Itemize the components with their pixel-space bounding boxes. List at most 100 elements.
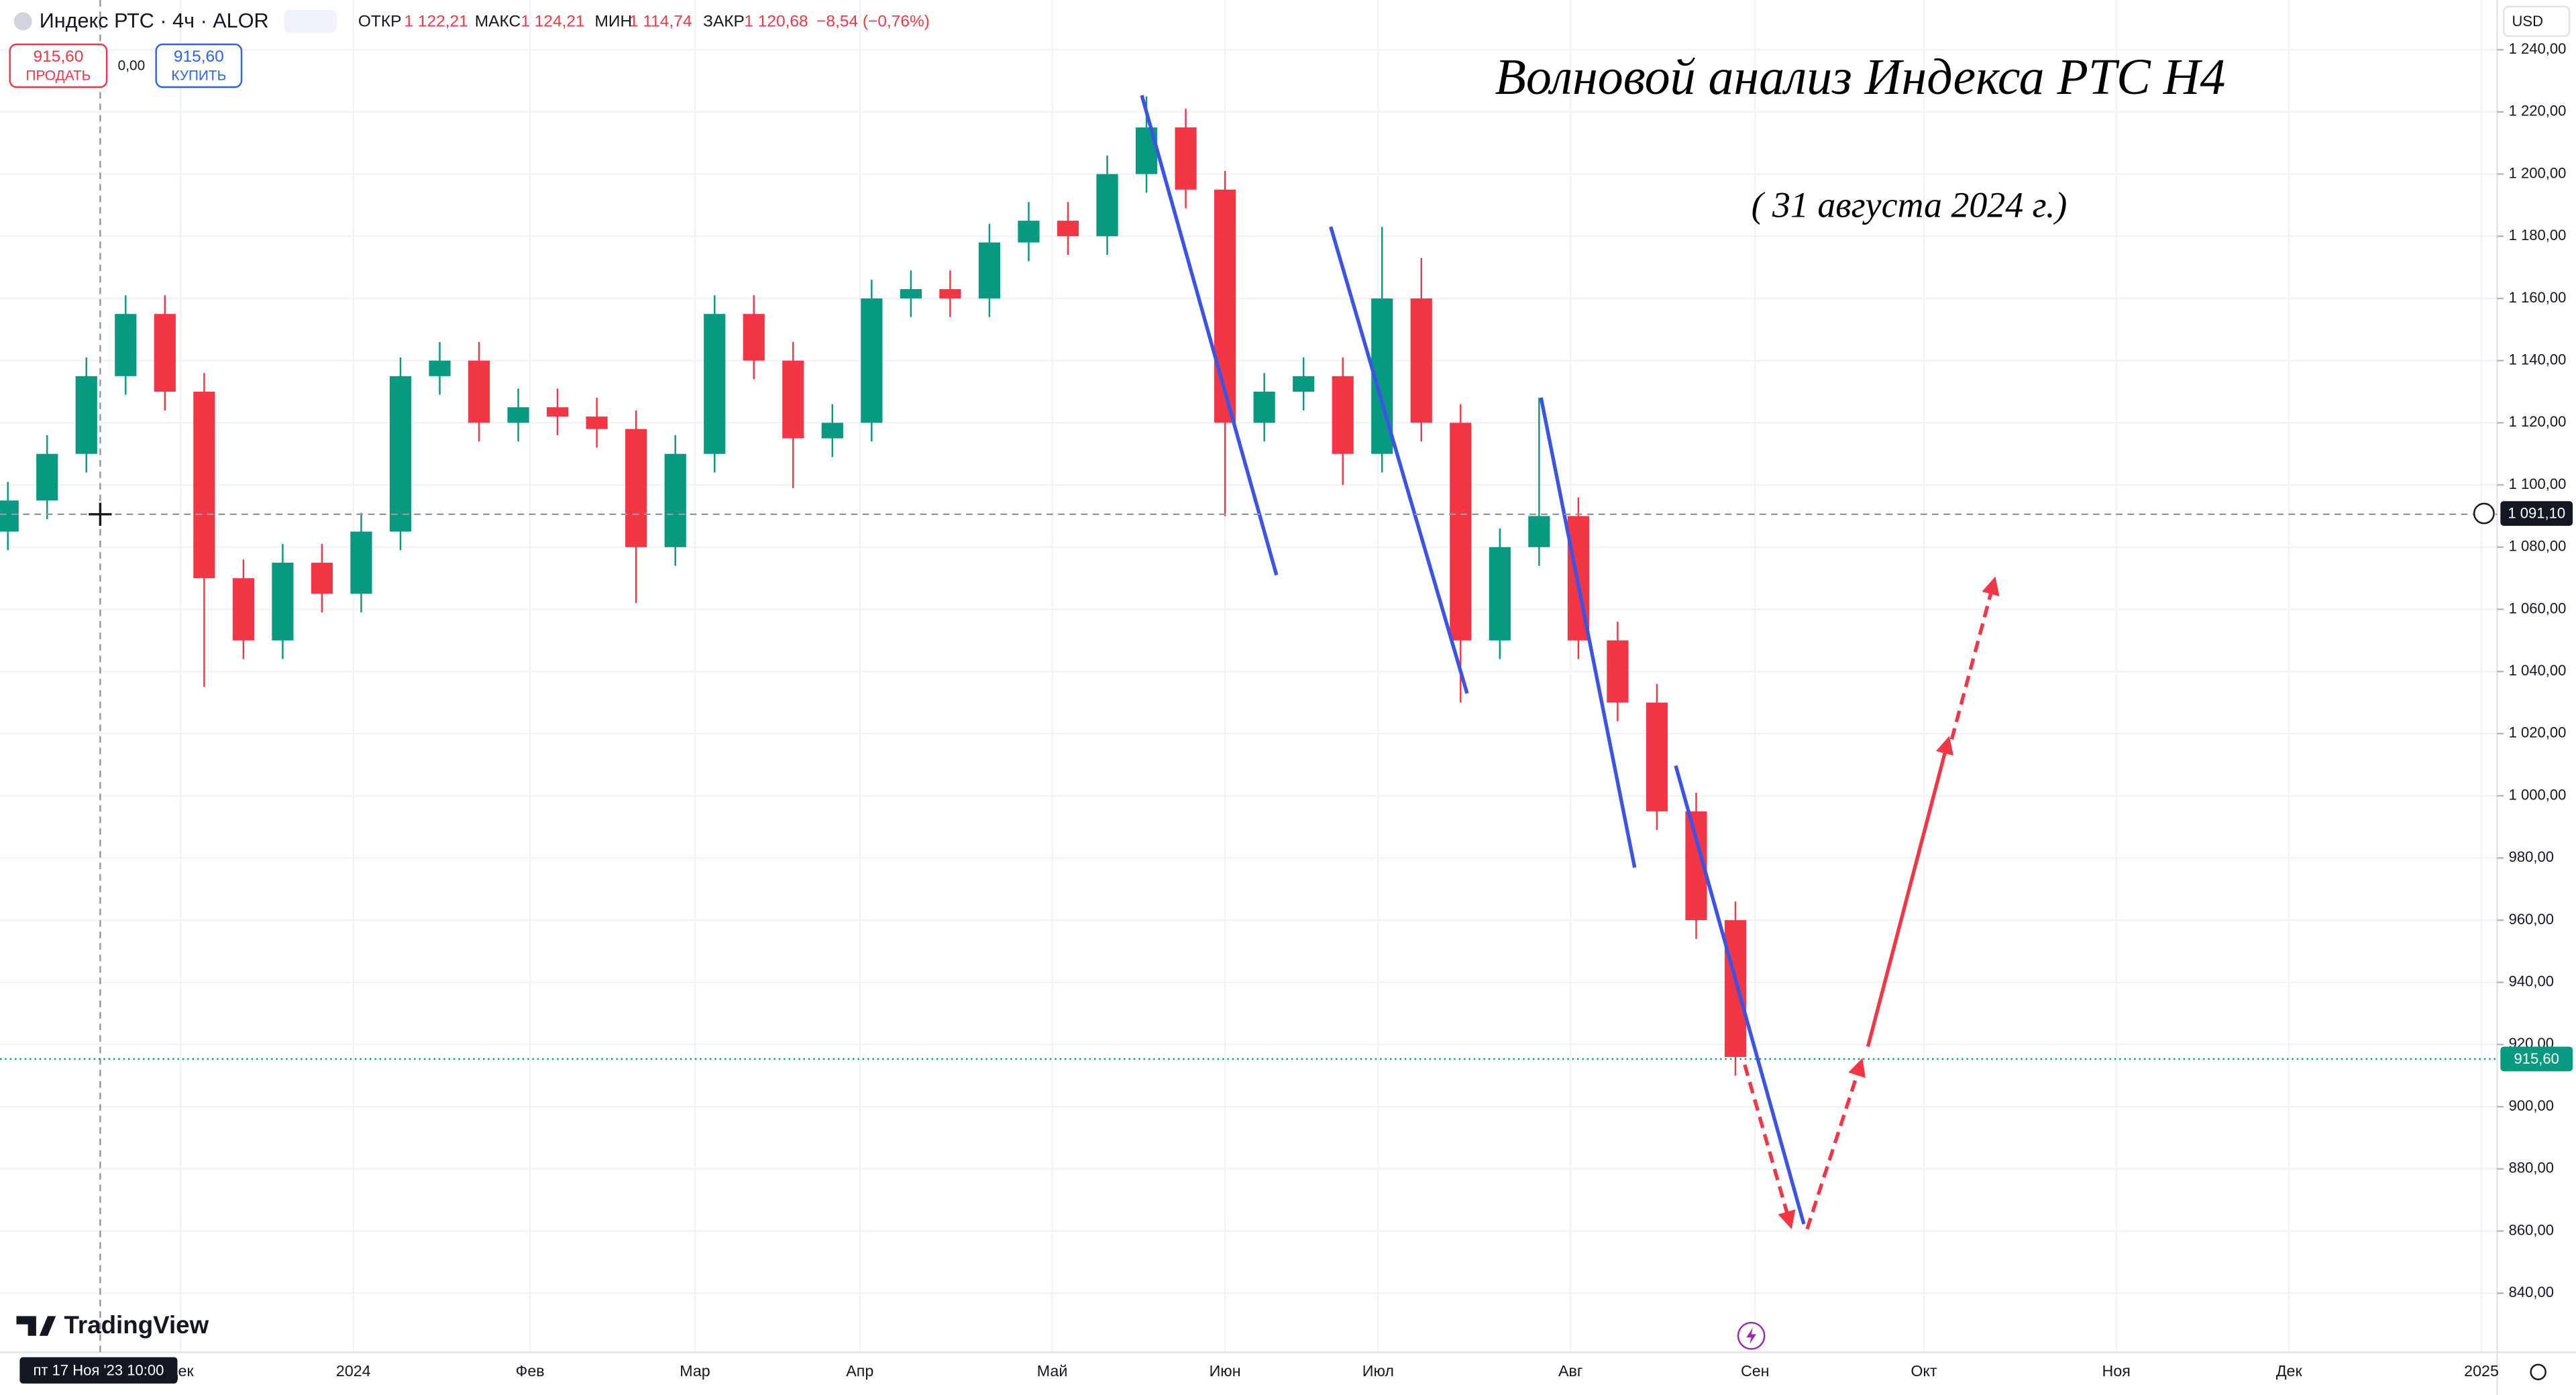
candle-body (821, 423, 843, 439)
candle-body (704, 314, 726, 454)
candle-body (1214, 189, 1236, 423)
crosshair-price: 1 091,10 (2508, 505, 2565, 522)
candle-body (1410, 298, 1432, 423)
crosshair-date-box (19, 1357, 178, 1384)
wave-line (1674, 765, 1806, 1225)
y-tick-label: 880,00 (2509, 1160, 2554, 1176)
currency: USD (2512, 13, 2543, 30)
candle-body (586, 416, 608, 429)
y-tick-label: 1 220,00 (2509, 103, 2567, 119)
wave-drawings (1140, 95, 2000, 1230)
forecast-arrow (1805, 1058, 1866, 1230)
buy-button[interactable] (155, 43, 243, 89)
candle-body (1096, 174, 1118, 237)
candle-body (1607, 640, 1629, 703)
candle-body (272, 562, 294, 640)
crosshair-date: пт 17 Ноя '23 10:00 (33, 1361, 164, 1378)
settings-icon[interactable] (2530, 1363, 2546, 1380)
sell-label: ПРОДАТЬ (26, 68, 91, 83)
candle-body (1253, 392, 1275, 423)
crosshair-price-box (2500, 501, 2573, 526)
candle-body (507, 407, 529, 423)
candle-body (1724, 920, 1747, 1057)
crosshair-plus[interactable] (2473, 502, 2495, 524)
last-price-box (2500, 1046, 2573, 1072)
spread: 0,00 (118, 58, 146, 74)
wave-line (1329, 226, 1469, 694)
candle-body (232, 578, 254, 640)
y-tick-label: 1 180,00 (2509, 227, 2567, 243)
buy-label: КУПИТЬ (171, 68, 226, 83)
x-tick-label: 2024 (336, 1362, 371, 1380)
wave-line (1140, 95, 1279, 576)
candle-body (625, 429, 647, 547)
y-tick-label: 1 080,00 (2509, 538, 2567, 555)
candle-body (389, 376, 412, 532)
y-tick-label: 1 200,00 (2509, 164, 2567, 181)
x-tick-label: Мар (680, 1362, 710, 1380)
candle-body (115, 314, 137, 376)
forecast-arrow (1743, 1064, 1796, 1229)
candle-body (36, 453, 58, 501)
buy-price: 915,60 (174, 48, 224, 66)
x-tick-label: Дек (2276, 1362, 2303, 1380)
close-label: ЗАКР (703, 13, 745, 31)
candle-body (743, 314, 765, 361)
candle-body (0, 500, 19, 532)
candle-body (1057, 221, 1079, 237)
candle-body (1332, 376, 1354, 454)
x-tick-label: Июн (1210, 1362, 1241, 1380)
x-tick-label: Июл (1362, 1362, 1394, 1380)
y-tick-label: 1 000,00 (2509, 786, 2567, 803)
high-value: 1 124,21 (521, 13, 584, 31)
candle-body (1646, 702, 1668, 812)
sell-button[interactable] (9, 43, 108, 89)
candle-body (978, 242, 1001, 298)
candle-body (900, 289, 922, 298)
open-label: ОТКР (358, 13, 402, 31)
currency-select[interactable] (2503, 5, 2571, 38)
chart-title: Волновой анализ Индекса РТС Н4 (1495, 49, 2226, 105)
y-tick-label: 860,00 (2509, 1221, 2554, 1238)
axes: 840,00860,00880,00900,00920,00940,00960,… (168, 40, 2567, 1380)
candle-body (468, 360, 490, 423)
candle-body (154, 314, 176, 392)
events-bolt (1746, 1327, 1756, 1345)
candle-body (939, 289, 961, 298)
candle-body (547, 407, 569, 417)
indicator-toggle[interactable] (284, 9, 337, 33)
chart-subtitle: ( 31 августа 2024 г.) (1752, 184, 2068, 225)
symbol[interactable]: Индекс РТС · 4ч · ALOR (40, 9, 269, 32)
x-tick-label: Сен (1741, 1362, 1770, 1380)
x-tick-label: Апр (846, 1362, 873, 1380)
candle-body (75, 376, 97, 454)
high-label: МАКС (475, 13, 521, 31)
y-tick-label: 940,00 (2509, 973, 2554, 990)
close-value: 1 120,68 (744, 13, 808, 31)
candle-body (664, 453, 686, 547)
y-tick-label: 1 240,00 (2509, 40, 2567, 57)
candle-body (1018, 221, 1040, 243)
candle-body (350, 531, 372, 594)
symbol-logo (13, 12, 32, 31)
x-tick-label: 2025 (2464, 1362, 2499, 1380)
candle-body (1293, 376, 1315, 392)
y-tick-label: 1 100,00 (2509, 476, 2567, 492)
candle-body (1528, 516, 1550, 547)
forecast-arrow (1866, 736, 1954, 1048)
candle-body (861, 298, 883, 423)
candle-body (429, 360, 451, 376)
x-tick-label: Фев (516, 1362, 545, 1380)
y-tick-label: 1 140,00 (2509, 351, 2567, 368)
brand[interactable]: TradingView (64, 1311, 209, 1339)
y-tick-label: 1 040,00 (2509, 662, 2567, 679)
low-value: 1 114,74 (629, 13, 692, 31)
candle-body (782, 360, 804, 439)
sell-price: 915,60 (34, 48, 84, 66)
open-value: 1 122,21 (404, 13, 468, 31)
wave-line (1539, 397, 1637, 869)
candle-body (1450, 423, 1472, 640)
brand-logo (16, 1316, 56, 1336)
